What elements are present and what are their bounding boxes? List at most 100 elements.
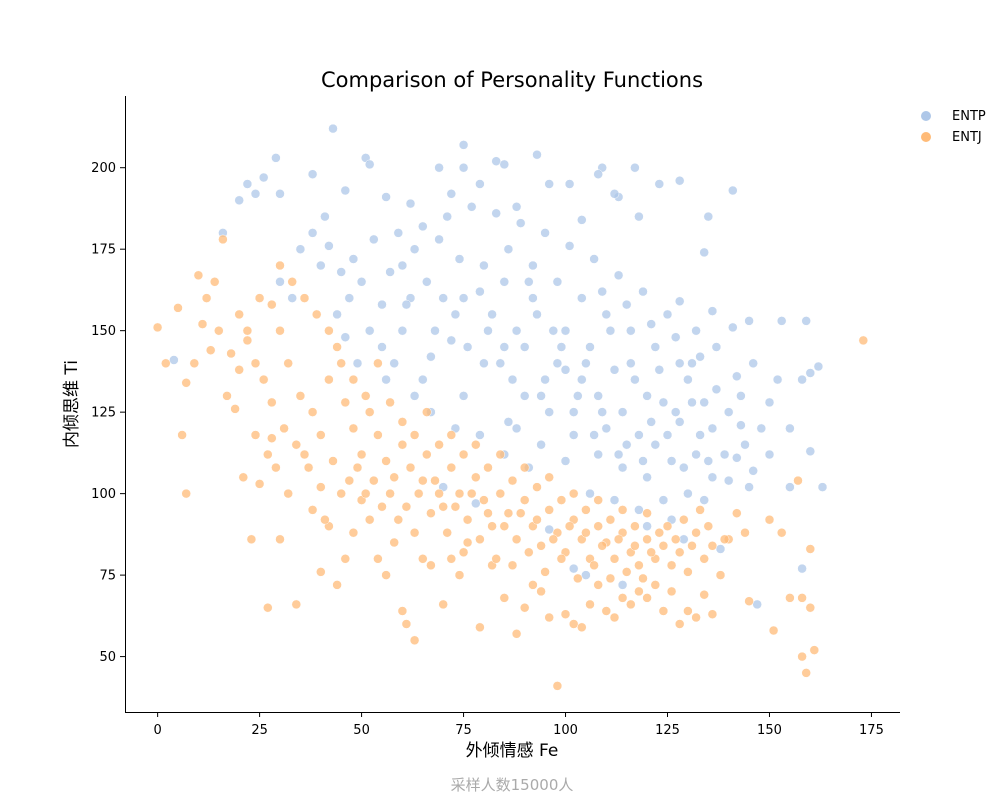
data-point-entp bbox=[670, 407, 681, 417]
data-point-entp bbox=[621, 299, 632, 310]
data-point-entj bbox=[560, 609, 571, 619]
data-point-entp bbox=[536, 439, 546, 450]
data-point-entp bbox=[475, 286, 485, 297]
data-point-entp bbox=[430, 325, 440, 336]
data-point-entj bbox=[552, 681, 563, 691]
x-tick-label: 150 bbox=[757, 723, 782, 738]
data-point-entp bbox=[728, 322, 738, 333]
data-point-entj bbox=[793, 475, 803, 486]
data-point-entp bbox=[797, 563, 807, 574]
data-point-entj bbox=[634, 560, 644, 571]
x-tick-label: 125 bbox=[655, 723, 680, 738]
data-point-entp bbox=[377, 299, 387, 310]
data-point-entj bbox=[495, 488, 506, 499]
data-point-entp bbox=[577, 215, 587, 225]
data-point-entp bbox=[519, 342, 530, 352]
data-point-entp bbox=[646, 319, 656, 329]
data-point-entj bbox=[336, 488, 346, 499]
data-point-entp bbox=[605, 325, 616, 336]
data-point-entj bbox=[295, 391, 306, 401]
data-point-entp bbox=[295, 244, 306, 254]
data-point-entp bbox=[736, 420, 746, 430]
data-point-entp bbox=[462, 342, 473, 352]
data-point-entj bbox=[446, 430, 457, 440]
data-point-entj bbox=[267, 433, 277, 443]
data-point-entj bbox=[291, 599, 302, 610]
data-point-entp bbox=[438, 293, 448, 303]
data-point-entp bbox=[381, 192, 391, 202]
data-point-entj bbox=[707, 609, 718, 619]
data-point-entp bbox=[552, 358, 563, 369]
data-point-entj bbox=[430, 475, 440, 486]
data-point-entp bbox=[471, 498, 481, 509]
data-point-entp bbox=[589, 254, 599, 264]
data-point-entp bbox=[764, 449, 775, 460]
data-point-entj bbox=[744, 596, 754, 606]
data-point-entp bbox=[458, 140, 469, 150]
data-point-entp bbox=[495, 358, 506, 369]
data-point-entj bbox=[263, 449, 273, 460]
data-point-entp bbox=[316, 260, 326, 271]
x-tick-label: 175 bbox=[859, 723, 884, 738]
data-point-entj bbox=[422, 449, 432, 460]
data-point-entj bbox=[426, 508, 436, 518]
data-point-entj bbox=[328, 456, 338, 466]
data-point-entj bbox=[413, 488, 424, 499]
data-point-entp bbox=[638, 456, 648, 466]
data-point-entj bbox=[377, 501, 387, 512]
data-point-entp bbox=[507, 374, 518, 385]
data-point-entj bbox=[373, 554, 383, 564]
data-point-entj bbox=[785, 593, 795, 603]
data-point-entp bbox=[328, 123, 338, 134]
data-point-entj bbox=[385, 488, 395, 499]
data-point-entp bbox=[658, 397, 669, 408]
data-point-entp bbox=[556, 342, 567, 352]
data-point-entj bbox=[475, 622, 485, 633]
data-point-entp bbox=[723, 475, 734, 486]
data-point-entj bbox=[246, 534, 257, 545]
data-point-entp bbox=[540, 374, 550, 385]
data-point-entp bbox=[679, 462, 689, 473]
data-point-entp bbox=[613, 270, 624, 281]
data-point-entp bbox=[764, 397, 775, 408]
data-point-entj bbox=[654, 527, 665, 538]
data-point-entp bbox=[666, 456, 677, 466]
data-point-entj bbox=[373, 430, 383, 440]
data-point-entj bbox=[279, 423, 289, 434]
data-point-entj bbox=[426, 560, 436, 571]
data-point-entj bbox=[503, 508, 514, 518]
data-point-entj bbox=[263, 602, 273, 613]
data-point-entp bbox=[409, 391, 420, 401]
data-point-entp bbox=[707, 472, 718, 483]
data-point-entp bbox=[458, 293, 469, 303]
sample-size-note: 采样人数15000人 bbox=[451, 776, 574, 794]
data-point-entp bbox=[454, 254, 465, 264]
data-point-entj bbox=[548, 534, 559, 545]
data-point-entp bbox=[785, 423, 795, 434]
data-point-entp bbox=[307, 228, 318, 238]
data-point-entp bbox=[646, 417, 656, 427]
data-point-entj bbox=[307, 505, 318, 515]
data-point-entj bbox=[805, 602, 816, 613]
data-point-entj bbox=[316, 567, 326, 577]
data-point-entj bbox=[707, 541, 718, 551]
data-point-entp bbox=[422, 277, 432, 287]
data-point-entp bbox=[613, 449, 624, 460]
data-point-entj bbox=[446, 462, 457, 473]
data-point-entj bbox=[393, 514, 404, 525]
data-point-entj bbox=[348, 423, 359, 434]
data-point-entj bbox=[340, 397, 351, 408]
data-point-entj bbox=[344, 475, 355, 486]
data-point-entj bbox=[732, 508, 742, 518]
data-point-entp bbox=[658, 495, 669, 505]
data-point-entj bbox=[197, 319, 208, 329]
data-point-entj bbox=[250, 430, 261, 440]
data-point-entj bbox=[674, 619, 685, 629]
data-point-entp bbox=[528, 293, 538, 303]
data-point-entp bbox=[687, 397, 697, 408]
data-point-entj bbox=[679, 514, 689, 525]
data-point-entp bbox=[732, 453, 742, 463]
data-point-entp bbox=[287, 293, 297, 303]
data-point-entp bbox=[515, 218, 526, 228]
series-entj-points bbox=[152, 234, 869, 691]
